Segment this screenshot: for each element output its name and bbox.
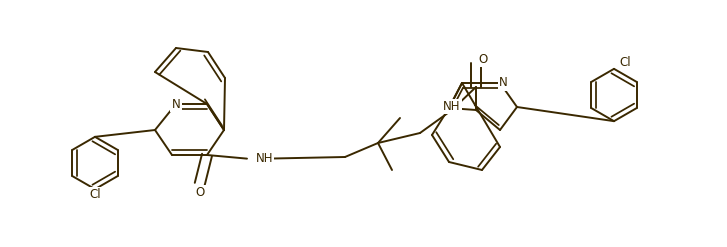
Text: NH: NH: [443, 100, 461, 113]
Text: N: N: [172, 98, 180, 110]
Text: O: O: [478, 53, 488, 66]
Text: Cl: Cl: [89, 188, 101, 202]
Text: NH: NH: [256, 152, 273, 165]
Text: Cl: Cl: [619, 56, 631, 69]
Text: O: O: [195, 186, 204, 199]
Text: N: N: [499, 77, 508, 89]
